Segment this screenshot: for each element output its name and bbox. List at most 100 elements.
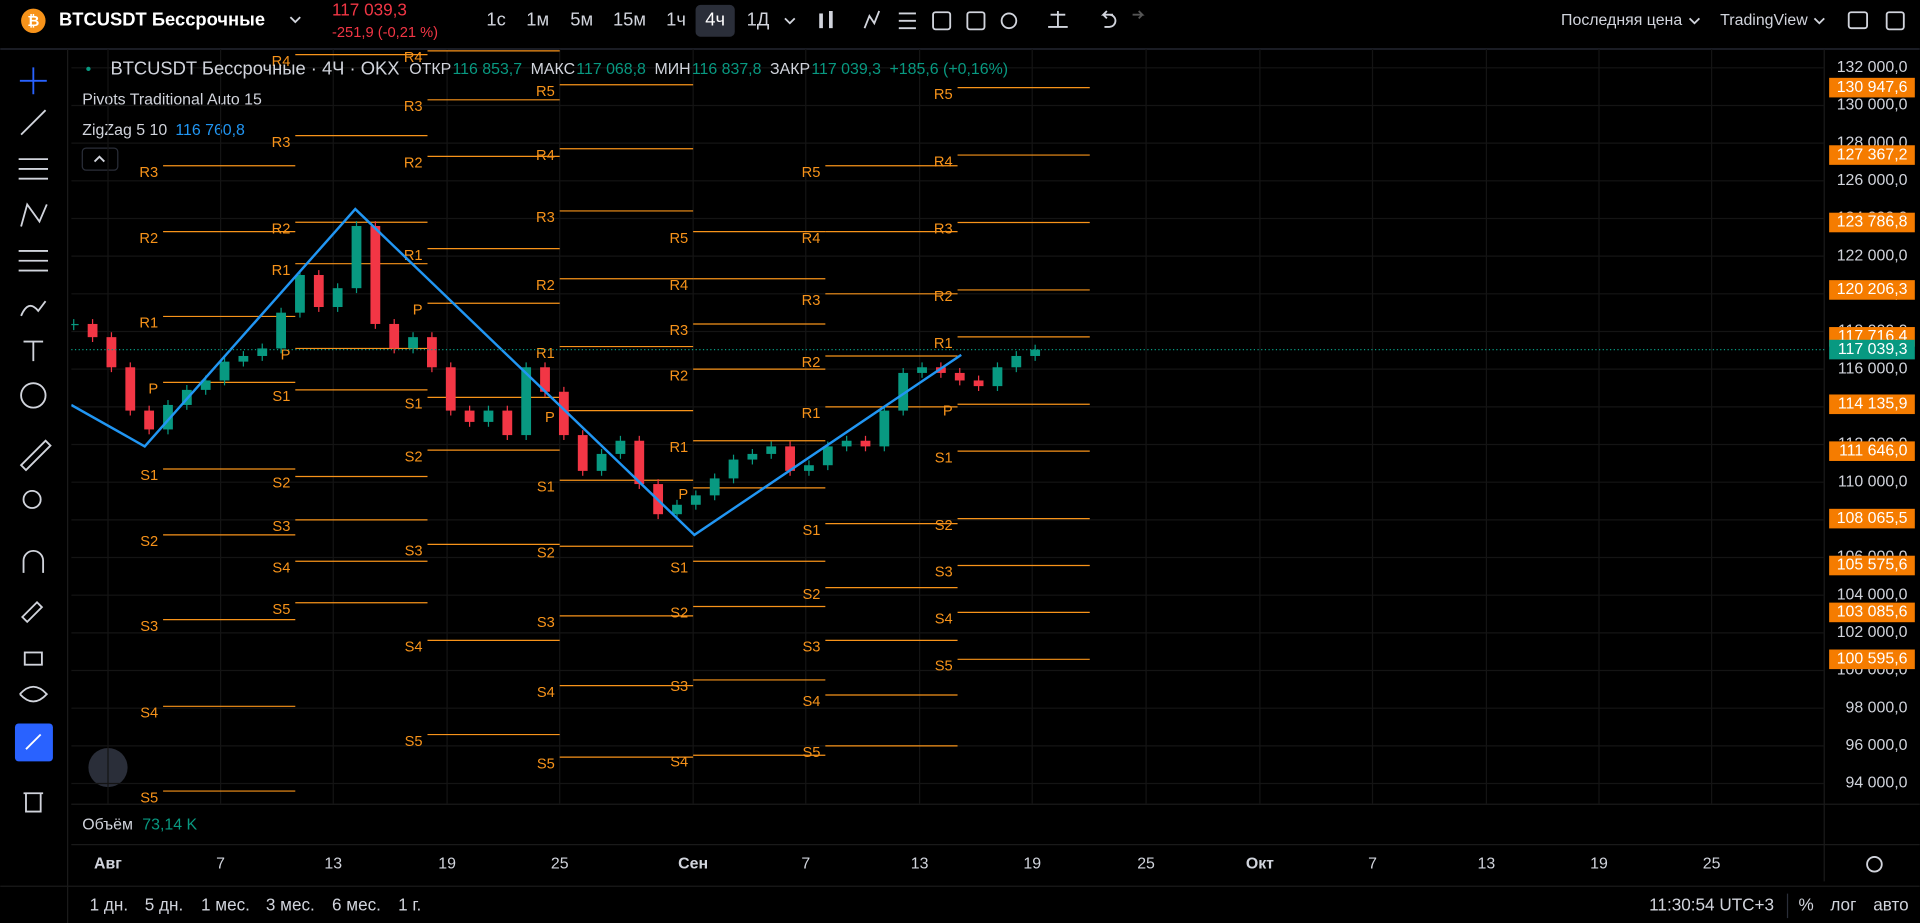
pivot-label: P: [545, 410, 555, 426]
price-type-dropdown[interactable]: [1688, 17, 1701, 25]
clock: 11:30:54 UTC+3: [1649, 894, 1774, 914]
candle: [332, 288, 343, 308]
templates-icon[interactable]: [898, 12, 916, 30]
redo-icon[interactable]: [1132, 10, 1145, 20]
fullscreen-icon[interactable]: [1885, 11, 1905, 31]
interval-button[interactable]: 15м: [613, 9, 646, 30]
zigzag-line: [71, 207, 962, 537]
range-button[interactable]: 1 г.: [398, 894, 421, 914]
interval-button[interactable]: 1с: [486, 9, 505, 30]
scale-button[interactable]: авто: [1873, 894, 1908, 914]
draw-mode-tool[interactable]: [21, 600, 44, 624]
price-type[interactable]: Последняя цена: [1561, 12, 1682, 29]
pivot-label: R1: [669, 440, 688, 456]
price-tag-label: 127 367,2: [1837, 146, 1908, 163]
candle: [257, 348, 268, 356]
price-tick-label: 122 000,0: [1837, 247, 1908, 264]
candle: [295, 274, 305, 313]
price-tag: [1829, 602, 1915, 623]
ohlc-label: МАКС: [531, 61, 575, 78]
alert-icon[interactable]: [932, 11, 952, 31]
pivot-label: S1: [272, 389, 290, 405]
pivot-label: R5: [802, 165, 821, 181]
price-tick-label: 132 000,0: [1837, 59, 1908, 76]
symbol-dropdown[interactable]: [289, 16, 301, 24]
pivot-label: S1: [140, 468, 158, 484]
price-tag: [1829, 555, 1915, 576]
pivot-label: R1: [139, 316, 158, 332]
price-tag: [1829, 145, 1915, 165]
emoji-tool[interactable]: [20, 382, 47, 409]
text-tool[interactable]: [23, 340, 44, 362]
pivot-label: R2: [536, 278, 555, 294]
candle: [936, 367, 946, 373]
undo-icon[interactable]: [1101, 10, 1117, 28]
settings-icon[interactable]: [1000, 12, 1018, 30]
left-toolbar: [14, 48, 128, 923]
pivot-label: S1: [670, 561, 688, 577]
interval-button[interactable]: 1м: [526, 9, 549, 30]
broker[interactable]: TradingView: [1720, 12, 1808, 29]
line-tool[interactable]: [20, 109, 47, 136]
scale-button[interactable]: лог: [1830, 894, 1856, 914]
range-button[interactable]: 6 мес.: [332, 894, 381, 914]
range-button[interactable]: 5 дн.: [145, 894, 184, 914]
pivot-label: R4: [272, 54, 291, 70]
price-tag: [1829, 649, 1915, 670]
indicators-icon[interactable]: [863, 10, 881, 29]
projection-tool[interactable]: [18, 250, 49, 272]
pivot-label: S5: [802, 745, 820, 761]
volume-name: Объём: [82, 816, 133, 833]
crosshair-tool[interactable]: [19, 67, 47, 95]
pivot-label: S2: [670, 606, 688, 622]
pivot-label: R4: [669, 278, 688, 294]
range-button[interactable]: 1 дн.: [90, 894, 129, 914]
candle: [276, 312, 286, 349]
plot-area: R3 R2 R1 P S1 S2 S3 S4 S5 R4 R3 R2 R1 P S1 S2 S3 S4 S5 R4 R3…: [71, 48, 1825, 805]
interval-button[interactable]: 1ч: [666, 9, 686, 30]
pivot-label: R3: [934, 222, 953, 238]
magnet-tool[interactable]: [22, 549, 45, 573]
ruler-tool[interactable]: [19, 439, 52, 472]
axis-settings[interactable]: [1866, 855, 1883, 873]
candle: [615, 440, 626, 454]
hide-tool[interactable]: [19, 685, 49, 703]
candle: [634, 440, 645, 485]
ohlc-label: МИН: [654, 61, 690, 78]
price-tag: [1829, 280, 1915, 300]
brush-tool[interactable]: [20, 300, 47, 317]
pattern-tool[interactable]: [20, 202, 48, 227]
pivot-label: S1: [802, 523, 820, 539]
trash-tool[interactable]: [23, 792, 44, 813]
zoom-tool[interactable]: [22, 489, 42, 509]
lock-tool[interactable]: [23, 651, 43, 666]
pivot-label: S4: [802, 694, 820, 710]
candle: [841, 440, 852, 447]
pivot-label: S1: [537, 480, 555, 496]
pivot-label: P: [148, 382, 158, 398]
pivot-label: S5: [935, 659, 953, 675]
interval-button[interactable]: 1Д: [747, 9, 770, 30]
replay-icon[interactable]: [966, 11, 986, 31]
range-button[interactable]: 1 мес.: [201, 894, 250, 914]
compare-icon[interactable]: [1048, 11, 1068, 28]
pivot-label: R1: [272, 263, 291, 279]
interval-button[interactable]: 5м: [570, 9, 593, 30]
toolbar-icons: [819, 10, 1905, 31]
range-button[interactable]: 3 мес.: [266, 894, 315, 914]
price-tag-label: 100 595,6: [1837, 651, 1908, 668]
pivot-label: S2: [935, 518, 953, 534]
candle: [144, 410, 155, 430]
interval-button[interactable]: 4ч: [705, 9, 725, 30]
bars-icon[interactable]: [819, 13, 823, 29]
broker-dropdown[interactable]: [1813, 17, 1825, 25]
symbol[interactable]: BTCUSDT Бессрочные: [59, 9, 265, 30]
price-tick-label: 94 000,0: [1846, 775, 1908, 792]
fib-tool[interactable]: [18, 158, 49, 180]
candle: [766, 446, 777, 454]
scale-button[interactable]: %: [1799, 894, 1814, 914]
interval-dropdown[interactable]: [784, 17, 796, 25]
price-tag: [1829, 339, 1915, 360]
collapse-legend[interactable]: [81, 147, 119, 171]
layout-icon[interactable]: [1847, 11, 1869, 30]
